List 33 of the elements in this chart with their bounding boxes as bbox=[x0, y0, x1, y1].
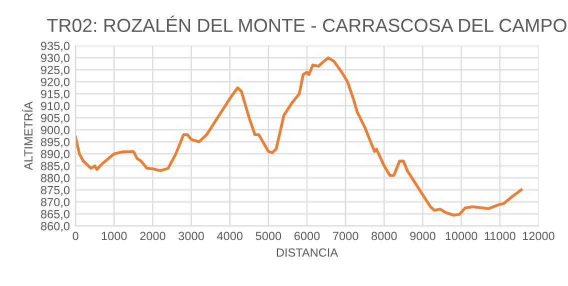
x-tick-label: 9000 bbox=[410, 232, 436, 240]
x-tick-label: 7000 bbox=[333, 232, 358, 240]
y-tick-label: 860,0 bbox=[40, 222, 70, 232]
x-tick-label: 0 bbox=[72, 232, 78, 240]
y-tick-label: 865,0 bbox=[40, 210, 70, 220]
x-tick-label: 8000 bbox=[372, 232, 397, 240]
y-tick-label: 880,0 bbox=[40, 174, 70, 184]
x-tick-label: 3000 bbox=[178, 232, 204, 240]
line-series bbox=[76, 56, 522, 217]
y-tick-label: 930,0 bbox=[41, 54, 70, 64]
x-tick-label: 6000 bbox=[294, 232, 320, 240]
y-tick-label: 920,0 bbox=[41, 78, 70, 88]
x-axis-title: DISTANCIA bbox=[276, 248, 338, 257]
y-tick-label: 925,0 bbox=[41, 66, 70, 76]
y-tick-label: 870,0 bbox=[40, 198, 70, 208]
y-tick-label: 905,0 bbox=[41, 114, 70, 124]
y-tick-label: 900,0 bbox=[41, 126, 70, 136]
x-tick-label: 12000 bbox=[522, 232, 554, 240]
x-tick-label: 1000 bbox=[102, 232, 127, 240]
x-tick-label: 4000 bbox=[216, 232, 243, 240]
y-tick-label: 885,0 bbox=[40, 162, 70, 172]
y-tick-label: 910,0 bbox=[41, 102, 70, 112]
y-tick-label: 915,0 bbox=[41, 90, 70, 100]
y-tick-label: 935,0 bbox=[41, 42, 70, 52]
x-tick-label: 2000 bbox=[140, 232, 166, 240]
y-tick-label: 875,0 bbox=[40, 186, 70, 196]
y-axis-title: ALTIMETRÍA bbox=[22, 102, 32, 170]
chart-title: TR02: ROZALÉN DEL MONTE - CARRASCOSA DEL CAMPO bbox=[47, 16, 566, 32]
x-tick-label: 11000 bbox=[484, 232, 516, 240]
x-tick-label: 10000 bbox=[446, 232, 478, 240]
x-tick-label: 5000 bbox=[256, 232, 282, 240]
y-tick-label: 895,0 bbox=[40, 138, 70, 148]
y-tick-label: 890,0 bbox=[40, 150, 70, 160]
